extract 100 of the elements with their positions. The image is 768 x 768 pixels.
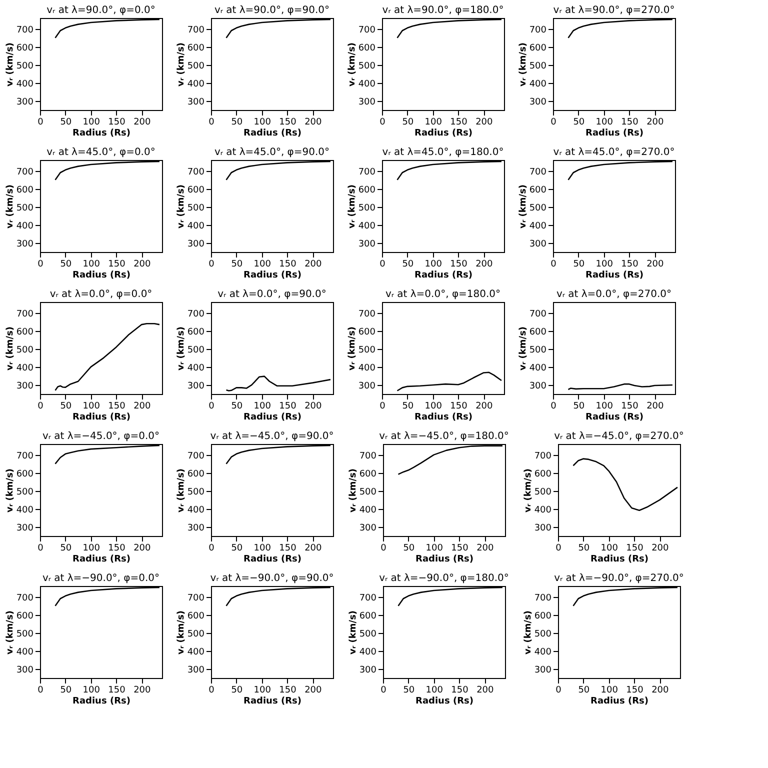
chart-title: vᵣ at λ=0.0°, φ=180.0° xyxy=(385,289,501,300)
chart-title: vᵣ at λ=45.0°, φ=90.0° xyxy=(214,147,330,158)
chart-title: vᵣ at λ=−90.0°, φ=90.0° xyxy=(210,573,334,584)
x-tick-label: 200 xyxy=(304,402,322,412)
y-tick-label: 300 xyxy=(187,97,205,108)
y-axis-title: vᵣ (km/s) xyxy=(348,610,358,655)
y-tick-label: 600 xyxy=(16,611,34,622)
y-tick-label: 700 xyxy=(359,593,377,604)
x-tick-label: 200 xyxy=(476,118,494,128)
y-axis-title: vᵣ (km/s) xyxy=(347,184,358,229)
chart-title: vᵣ at λ=−45.0°, φ=180.0° xyxy=(379,431,509,442)
x-tick-label: 200 xyxy=(646,260,664,270)
x-tick-label: 150 xyxy=(108,686,126,696)
x-axis-title: Radius (Rs) xyxy=(590,696,648,706)
x-tick-label: 0 xyxy=(38,260,44,270)
x-tick-label: 150 xyxy=(621,260,639,270)
x-tick-label: 200 xyxy=(134,544,152,554)
y-axis-title: vᵣ (km/s) xyxy=(5,184,16,229)
x-tick-label: 50 xyxy=(60,260,72,270)
y-tick-label: 700 xyxy=(187,25,205,36)
x-tick-label: 50 xyxy=(403,686,415,696)
x-tick-label: 150 xyxy=(451,544,469,554)
y-tick-label: 700 xyxy=(534,593,552,604)
y-tick-label: 400 xyxy=(529,363,547,374)
x-tick-label: 150 xyxy=(626,686,644,696)
x-tick-label: 200 xyxy=(304,118,322,128)
chart-title: vᵣ at λ=45.0°, φ=180.0° xyxy=(382,147,504,158)
x-tick-label: 150 xyxy=(279,686,297,696)
y-tick-label: 600 xyxy=(187,43,205,54)
x-tick-label: 200 xyxy=(304,544,322,554)
chart-title: vᵣ at λ=−90.0°, φ=180.0° xyxy=(379,573,509,584)
y-tick-label: 700 xyxy=(358,167,376,178)
x-tick-label: 0 xyxy=(208,544,215,554)
x-tick-label: 100 xyxy=(82,402,100,412)
x-tick-label: 200 xyxy=(304,686,322,696)
x-tick-label: 100 xyxy=(82,544,100,554)
y-tick-label: 700 xyxy=(16,167,34,178)
y-axis-title: vᵣ (km/s) xyxy=(518,326,528,371)
y-tick-label: 600 xyxy=(359,611,377,622)
x-tick-label: 0 xyxy=(380,686,387,696)
y-tick-label: 500 xyxy=(534,629,552,640)
x-tick-label: 0 xyxy=(38,544,44,554)
y-axis-title: vᵣ (km/s) xyxy=(176,42,186,87)
x-tick-label: 200 xyxy=(646,402,664,412)
y-tick-label: 500 xyxy=(529,61,547,72)
x-tick-label: 50 xyxy=(578,686,590,696)
y-tick-label: 400 xyxy=(16,505,34,516)
y-tick-label: 600 xyxy=(187,327,205,338)
x-tick-label: 100 xyxy=(254,544,272,554)
y-axis-title: vᵣ (km/s) xyxy=(348,468,358,513)
x-tick-label: 50 xyxy=(402,402,414,412)
y-tick-label: 500 xyxy=(16,487,34,498)
y-tick-label: 500 xyxy=(529,345,547,356)
y-tick-label: 700 xyxy=(529,309,547,320)
x-tick-label: 200 xyxy=(476,686,494,696)
y-tick-label: 500 xyxy=(16,61,34,72)
y-axis-title: vᵣ (km/s) xyxy=(176,326,186,371)
y-tick-label: 300 xyxy=(358,97,376,108)
y-tick-label: 300 xyxy=(358,239,376,250)
x-tick-label: 150 xyxy=(279,544,297,554)
x-tick-label: 200 xyxy=(304,260,322,270)
y-tick-label: 500 xyxy=(358,345,376,356)
x-tick-label: 100 xyxy=(424,260,442,270)
x-tick-label: 200 xyxy=(476,544,494,554)
x-tick-label: 0 xyxy=(380,260,386,270)
line-series xyxy=(396,372,502,392)
y-tick-label: 500 xyxy=(187,203,205,214)
x-tick-label: 100 xyxy=(426,686,444,696)
x-axis-title: Radius (Rs) xyxy=(72,696,130,706)
x-tick-label: 0 xyxy=(208,118,215,128)
x-tick-label: 200 xyxy=(652,544,670,554)
x-tick-label: 50 xyxy=(60,686,72,696)
chart-title: vᵣ at λ=−90.0°, φ=0.0° xyxy=(42,573,160,584)
y-axis-title: vᵣ (km/s) xyxy=(523,610,534,655)
x-tick-label: 50 xyxy=(60,402,72,412)
x-tick-label: 150 xyxy=(621,402,639,412)
x-tick-label: 100 xyxy=(82,118,100,128)
y-tick-label: 700 xyxy=(16,451,34,462)
y-tick-label: 300 xyxy=(187,239,205,250)
x-tick-label: 150 xyxy=(626,544,644,554)
x-tick-label: 0 xyxy=(380,402,386,412)
y-tick-label: 600 xyxy=(529,43,547,54)
y-axis-title: vᵣ (km/s) xyxy=(5,468,16,513)
x-tick-label: 0 xyxy=(550,260,557,270)
y-tick-label: 600 xyxy=(529,327,547,338)
x-tick-label: 50 xyxy=(402,260,414,270)
y-tick-label: 500 xyxy=(187,487,205,498)
x-tick-label: 200 xyxy=(134,686,152,696)
x-tick-label: 200 xyxy=(652,686,670,696)
y-axis-title: vᵣ (km/s) xyxy=(5,42,16,87)
y-tick-label: 300 xyxy=(529,381,547,392)
x-tick-label: 200 xyxy=(134,260,152,270)
y-tick-label: 400 xyxy=(358,79,376,90)
x-axis-title: Radius (Rs) xyxy=(416,696,474,706)
y-tick-label: 300 xyxy=(358,381,376,392)
x-tick-label: 50 xyxy=(231,402,243,412)
x-axis-title: Radius (Rs) xyxy=(72,554,130,564)
chart-title: vᵣ at λ=45.0°, φ=0.0° xyxy=(46,147,156,158)
x-tick-label: 100 xyxy=(254,260,272,270)
y-tick-label: 600 xyxy=(187,185,205,196)
